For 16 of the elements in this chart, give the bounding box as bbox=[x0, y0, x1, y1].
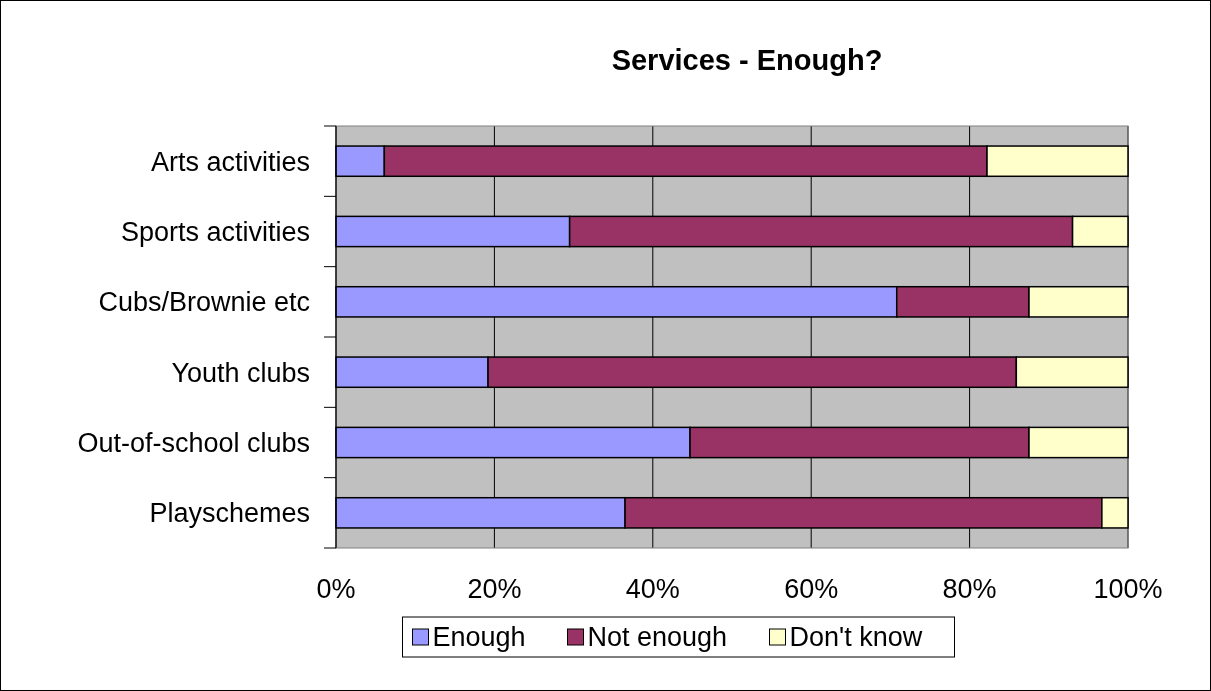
legend-label: Not enough bbox=[587, 622, 728, 653]
y-tick-label: Youth clubs bbox=[171, 357, 310, 388]
y-tick-label: Out-of-school clubs bbox=[77, 427, 310, 458]
x-tick-label: 60% bbox=[784, 574, 839, 604]
legend-label: Enough bbox=[432, 622, 526, 653]
x-tick-label: 100% bbox=[1093, 574, 1163, 604]
x-tick-label: 40% bbox=[625, 574, 680, 604]
y-tick-label: Playschemes bbox=[149, 498, 310, 529]
x-tick-label: 20% bbox=[467, 574, 522, 604]
legend-label: Don't know bbox=[789, 622, 923, 653]
x-tick-label: 0% bbox=[316, 574, 356, 604]
y-tick-label: Arts activities bbox=[150, 146, 310, 177]
y-tick-label: Sports activities bbox=[120, 216, 310, 247]
y-tick-label: Cubs/Brownie etc bbox=[98, 287, 310, 318]
x-tick-label: 80% bbox=[942, 574, 997, 604]
chart-title: Services - Enough? bbox=[611, 44, 883, 76]
